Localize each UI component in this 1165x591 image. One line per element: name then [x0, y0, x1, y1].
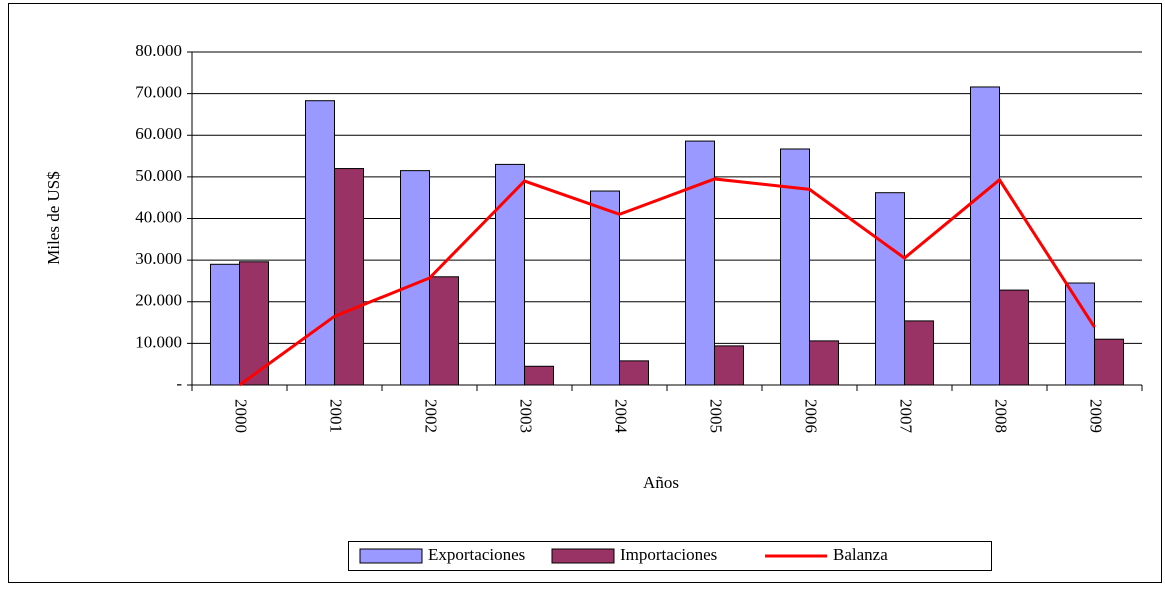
bar — [1065, 282, 1095, 386]
chart-border — [8, 3, 1162, 583]
bar — [590, 190, 620, 386]
x-tick-label: 2005 — [707, 399, 726, 433]
bar — [429, 276, 459, 386]
bar — [780, 148, 810, 386]
y-tick-label: 80.000 — [135, 41, 182, 60]
y-tick-label: - — [176, 374, 182, 393]
legend-label: Exportaciones — [428, 545, 525, 564]
y-tick-label: 40.000 — [135, 207, 182, 226]
bar — [970, 86, 1000, 386]
legend-label: Balanza — [833, 545, 888, 564]
y-tick-label: 20.000 — [135, 291, 182, 310]
bar — [714, 345, 744, 386]
bar — [239, 261, 269, 386]
legend-swatch — [359, 548, 423, 564]
y-axis-title: Miles de US$ — [44, 171, 63, 265]
bar — [495, 163, 525, 386]
bar — [904, 320, 934, 386]
bar — [1094, 338, 1124, 386]
y-tick-label: 10.000 — [135, 332, 182, 351]
x-tick-label: 2009 — [1087, 399, 1106, 433]
bar — [619, 360, 649, 386]
bar — [334, 168, 364, 386]
bar — [809, 340, 839, 386]
bar — [524, 365, 554, 386]
bar — [685, 140, 715, 386]
legend-label: Importaciones — [620, 545, 717, 564]
bar — [210, 263, 240, 386]
x-tick-label: 2001 — [327, 399, 346, 433]
line — [238, 177, 1096, 387]
legend-box — [348, 541, 992, 571]
legend-swatch — [551, 548, 615, 564]
y-tick-label: 30.000 — [135, 249, 182, 268]
x-tick-label: 2004 — [612, 399, 631, 434]
bar — [400, 170, 430, 386]
x-axis-title: Años — [643, 473, 679, 492]
x-tick-label: 2000 — [232, 399, 251, 433]
x-tick-label: 2007 — [897, 399, 916, 434]
y-tick-label: 50.000 — [135, 166, 182, 185]
bar — [999, 289, 1029, 386]
x-tick-label: 2008 — [992, 399, 1011, 433]
bar — [875, 192, 905, 386]
y-tick-label: 60.000 — [135, 124, 182, 143]
bar — [305, 100, 335, 386]
y-tick-label: 70.000 — [135, 83, 182, 102]
x-tick-label: 2006 — [802, 399, 821, 433]
x-tick-label: 2003 — [517, 399, 536, 433]
x-tick-label: 2002 — [422, 399, 441, 433]
